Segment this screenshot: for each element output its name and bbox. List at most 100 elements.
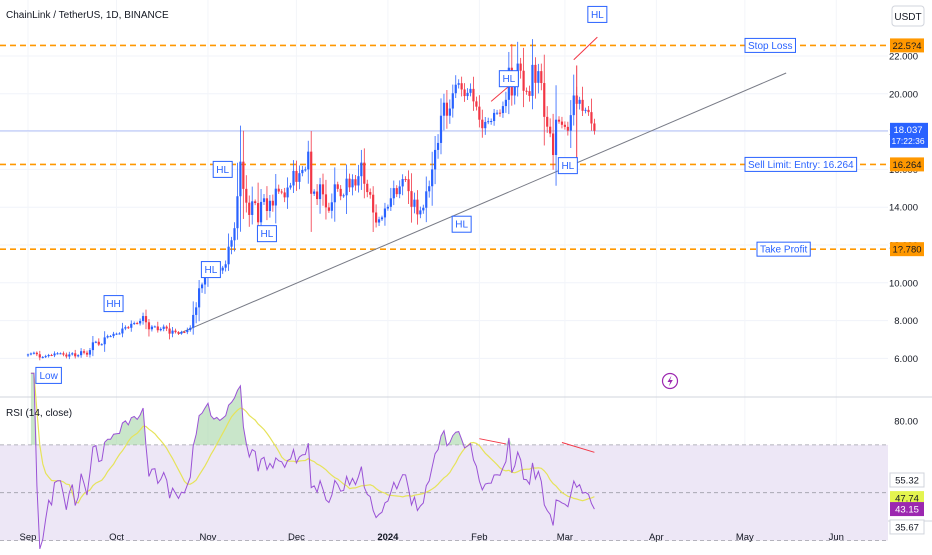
price-tick-label: 6.000 bbox=[894, 354, 918, 365]
candle-body bbox=[100, 344, 103, 346]
candle-body bbox=[180, 331, 183, 334]
candle-body bbox=[392, 188, 395, 199]
candle bbox=[348, 173, 351, 193]
rsi-value-text: 47.74 bbox=[895, 494, 919, 505]
chart-title: ChainLink / TetherUS, 1D, BINANCE bbox=[6, 10, 169, 21]
pattern-label-text: HL bbox=[216, 165, 229, 176]
pattern-label-low[interactable]: Low bbox=[35, 366, 62, 384]
level-label[interactable]: Sell Limit: Entry: 16.264 bbox=[744, 156, 858, 172]
pattern-label-box bbox=[587, 5, 608, 23]
currency-button[interactable]: USDT bbox=[891, 5, 925, 27]
candle bbox=[501, 101, 505, 118]
candle bbox=[428, 180, 431, 198]
candle-body bbox=[280, 191, 283, 193]
candle bbox=[389, 187, 392, 211]
pattern-label-hl[interactable]: HL bbox=[557, 157, 578, 175]
candle-body bbox=[454, 84, 457, 94]
candle bbox=[124, 325, 127, 331]
candle-body bbox=[236, 196, 239, 229]
candle bbox=[351, 174, 354, 196]
candle bbox=[100, 343, 103, 346]
candle bbox=[271, 194, 274, 212]
candle-body bbox=[168, 328, 171, 334]
pattern-label-hl[interactable]: HL bbox=[498, 70, 519, 88]
candle-body bbox=[484, 121, 487, 129]
level-label[interactable]: Take Profit bbox=[756, 241, 811, 257]
candle-body bbox=[233, 228, 236, 241]
candle-body bbox=[339, 188, 342, 197]
candle-body bbox=[546, 116, 549, 127]
candle-body bbox=[336, 184, 339, 189]
pattern-label-text: HL bbox=[205, 265, 218, 276]
pattern-label-hh[interactable]: HH bbox=[103, 295, 124, 313]
candle bbox=[254, 199, 257, 206]
pattern-label-hl[interactable]: HL bbox=[587, 5, 608, 23]
candle-body bbox=[354, 179, 357, 186]
candle bbox=[333, 167, 336, 222]
candle-body bbox=[174, 330, 177, 333]
candle-body bbox=[130, 323, 133, 328]
grid-layer bbox=[0, 0, 932, 522]
candle bbox=[475, 96, 478, 111]
candle bbox=[313, 189, 316, 197]
candle-body bbox=[422, 207, 425, 211]
candle bbox=[380, 215, 384, 221]
candle bbox=[392, 180, 395, 206]
candle-body bbox=[156, 326, 159, 331]
candle-body bbox=[150, 326, 153, 330]
candle bbox=[448, 99, 451, 124]
lightning-icon[interactable] bbox=[661, 372, 679, 390]
rsi-value-badge bbox=[890, 491, 924, 506]
trendline[interactable] bbox=[178, 72, 787, 335]
candle-body bbox=[428, 186, 431, 192]
rsi-divergence-line[interactable] bbox=[561, 442, 595, 453]
candle bbox=[587, 106, 590, 116]
divergence-line[interactable] bbox=[573, 36, 598, 61]
candle bbox=[292, 160, 295, 193]
candle bbox=[336, 181, 339, 192]
candle bbox=[436, 134, 440, 159]
candle bbox=[345, 164, 348, 215]
candle-body bbox=[257, 203, 260, 223]
level-label-text: Stop Loss bbox=[748, 41, 792, 52]
candle bbox=[422, 204, 425, 214]
candle bbox=[280, 189, 283, 195]
candle-body bbox=[563, 124, 566, 127]
rsi-layer bbox=[30, 372, 595, 550]
candle-body bbox=[268, 200, 271, 211]
pattern-label-box bbox=[256, 225, 277, 243]
current-price-text: 18.037 bbox=[893, 125, 922, 136]
candle-body bbox=[245, 188, 248, 203]
currency-label: USDT bbox=[894, 12, 921, 23]
pattern-label-hl[interactable]: HL bbox=[212, 160, 233, 178]
candle-body bbox=[372, 194, 375, 213]
candle-body bbox=[198, 288, 201, 308]
candle bbox=[221, 265, 224, 274]
candle bbox=[484, 117, 487, 135]
candle-body bbox=[139, 320, 142, 324]
candle-body bbox=[292, 170, 295, 186]
rsi-divergence-line[interactable] bbox=[479, 438, 506, 445]
candle-body bbox=[581, 99, 584, 111]
candle bbox=[118, 332, 121, 335]
candle-body bbox=[94, 341, 97, 343]
rsi-value-badge bbox=[889, 519, 925, 535]
candle-body bbox=[487, 121, 490, 123]
level-label[interactable]: Stop Loss bbox=[744, 37, 796, 53]
candle bbox=[354, 174, 357, 191]
candle-body bbox=[192, 314, 195, 328]
pattern-label-box bbox=[200, 261, 221, 279]
candle-body bbox=[289, 185, 292, 188]
candle bbox=[68, 351, 71, 360]
candle bbox=[413, 192, 416, 214]
pattern-label-hl[interactable]: HL bbox=[451, 215, 472, 233]
candle bbox=[478, 95, 481, 128]
candle-body bbox=[239, 161, 242, 197]
candle bbox=[560, 116, 564, 129]
pattern-label-hl[interactable]: HL bbox=[200, 261, 221, 279]
price-tick-label: 14.000 bbox=[889, 203, 918, 214]
pattern-label-text: HL bbox=[455, 220, 468, 231]
candle bbox=[239, 125, 242, 232]
pattern-label-hl[interactable]: HL bbox=[256, 225, 277, 243]
candle-body bbox=[82, 351, 86, 353]
